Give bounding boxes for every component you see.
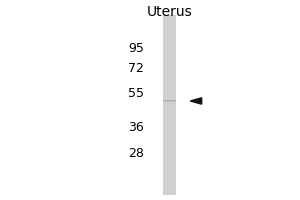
Text: 28: 28 <box>128 147 144 160</box>
Text: 95: 95 <box>128 42 144 55</box>
Bar <box>163 15 176 195</box>
Text: 72: 72 <box>128 62 144 75</box>
Polygon shape <box>190 98 202 104</box>
Text: Uterus: Uterus <box>146 5 192 19</box>
Text: 55: 55 <box>128 87 144 100</box>
Text: 36: 36 <box>128 121 144 134</box>
